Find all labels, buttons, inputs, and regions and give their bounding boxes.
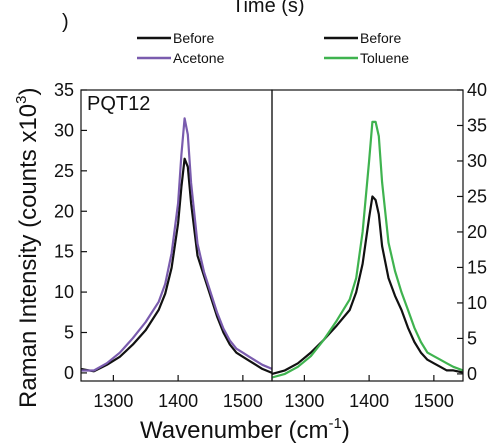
y-tick-label: 10 bbox=[54, 282, 74, 302]
y-tick-label: 15 bbox=[54, 242, 74, 262]
y-tick-label: 0 bbox=[64, 363, 74, 383]
panel-2-frame bbox=[271, 89, 464, 382]
y-tick-label: 5 bbox=[467, 328, 477, 348]
x-axis-title-superscript: -1 bbox=[328, 415, 341, 432]
x-tick-label: 1500 bbox=[223, 391, 263, 411]
y-tick-label: 10 bbox=[467, 293, 487, 313]
y-tick-label: 25 bbox=[54, 161, 74, 181]
legend-label-before: Before bbox=[360, 30, 401, 46]
x-tick-label: 1400 bbox=[349, 391, 389, 411]
svg-text:Raman Intensity (counts x103): Raman Intensity (counts x103) bbox=[13, 88, 42, 409]
y-tick-label: 35 bbox=[54, 80, 74, 100]
y-tick-label: 20 bbox=[467, 222, 487, 242]
y-tick-label: 25 bbox=[467, 186, 487, 206]
x-axis-title-text: Wavenumber (cm bbox=[140, 417, 328, 444]
y-tick-label: 35 bbox=[467, 115, 487, 135]
y-tick-label: 30 bbox=[467, 151, 487, 171]
y-tick-label: 40 bbox=[467, 80, 487, 100]
legend-label-acetone: Acetone bbox=[173, 50, 225, 66]
legend-label-toluene: Toluene bbox=[360, 50, 409, 66]
corner-mark: ) bbox=[62, 11, 69, 33]
y-tick-label: 15 bbox=[467, 257, 487, 277]
plot-panels: 1300 1400 1500 0 5 10 15 20 25 30 35 PQT12 Before Ace… bbox=[54, 30, 487, 411]
y-axis-title-end: ) bbox=[15, 88, 42, 96]
svg-text:Wavenumber (cm-1): Wavenumber (cm-1) bbox=[140, 415, 350, 444]
x-tick-label: 1400 bbox=[158, 391, 198, 411]
x-tick-label: 1300 bbox=[93, 391, 133, 411]
panel-1-series-before-line bbox=[80, 157, 273, 374]
panel-1-series-acetone-line bbox=[81, 117, 273, 372]
panel-label: PQT12 bbox=[87, 93, 150, 115]
y-tick-label: 30 bbox=[54, 120, 74, 140]
panel-1: 1300 1400 1500 0 5 10 15 20 25 30 35 PQT12 Before Ace… bbox=[54, 30, 273, 411]
x-tick-label: 1500 bbox=[414, 391, 454, 411]
panel-2: 1300 1400 1500 0 5 10 15 20 25 30 35 40 Before Toluen… bbox=[271, 30, 487, 411]
legend-label-before: Before bbox=[173, 30, 214, 46]
y-axis-title-text: Raman Intensity (counts x10 bbox=[15, 104, 42, 408]
panel-2-series-before-line bbox=[271, 195, 464, 375]
y-tick-label: 20 bbox=[54, 201, 74, 221]
x-axis-title: Wavenumber (cm-1) bbox=[140, 415, 350, 444]
x-axis-title-end: ) bbox=[342, 417, 350, 444]
y-axis-title: Raman Intensity (counts x103) bbox=[13, 88, 42, 409]
top-cropped-text: Time (s) bbox=[232, 0, 305, 17]
y-tick-label: 0 bbox=[467, 364, 477, 384]
y-axis-title-superscript: 3 bbox=[13, 96, 30, 104]
x-tick-label: 1300 bbox=[284, 391, 324, 411]
y-tick-label: 5 bbox=[64, 323, 74, 343]
panel-2-series-toluene-line bbox=[271, 120, 464, 379]
